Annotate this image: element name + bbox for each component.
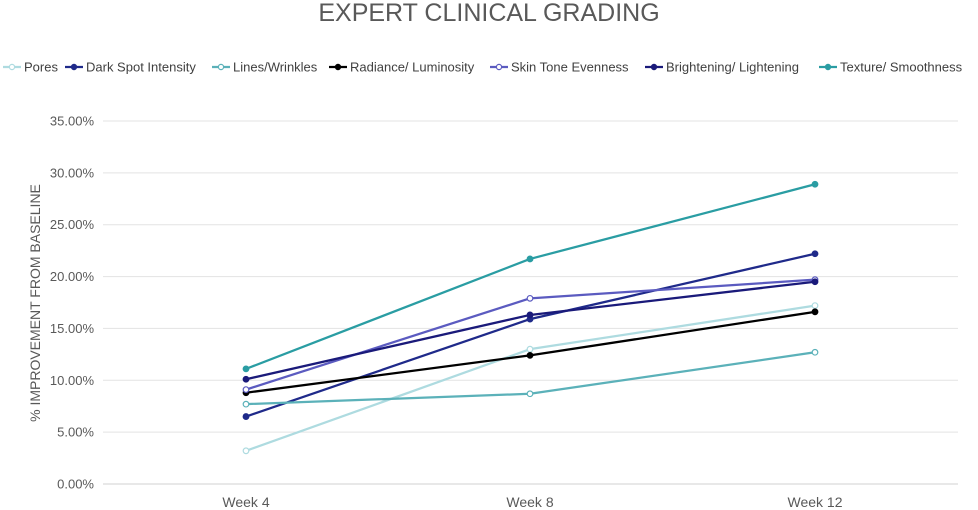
data-point (242, 400, 250, 408)
legend-marker (495, 63, 503, 71)
data-point (811, 302, 819, 310)
data-point (242, 386, 250, 394)
legend-item: Radiance/ Luminosity (329, 60, 475, 75)
data-point (242, 413, 250, 420)
y-axis-ticks: 0.00% 5.00% 10.00% 15.00% 20.00% 25.00% 30.00%… (50, 114, 95, 492)
legend-label: Radiance/ Luminosity (350, 60, 475, 75)
data-point (526, 255, 534, 263)
legend-item: Lines/Wrinkles (212, 60, 318, 75)
series (242, 302, 819, 455)
y-tick-label: 25.00% (50, 217, 95, 232)
legend-marker (70, 63, 78, 71)
y-tick-label: 35.00% (50, 114, 95, 129)
x-tick-label: Week 4 (222, 494, 269, 510)
data-point (811, 278, 819, 286)
series (242, 348, 819, 408)
series (242, 276, 819, 394)
legend-label: Lines/Wrinkles (233, 60, 318, 75)
legend-item: Skin Tone Evenness (490, 60, 629, 75)
series (242, 180, 819, 373)
data-point (242, 365, 250, 373)
data-point (811, 348, 819, 356)
data-point (811, 180, 819, 188)
x-axis-ticks: Week 4 Week 8 Week 12 (222, 494, 842, 510)
data-point (811, 308, 819, 316)
data-point (526, 345, 534, 353)
legend-marker (650, 63, 658, 71)
legend-item: Texture/ Smoothness (819, 60, 963, 75)
legend-item: Brightening/ Lightening (645, 60, 799, 75)
legend-marker (334, 63, 342, 71)
legend-label: Pores (24, 60, 58, 75)
y-tick-label: 30.00% (50, 165, 95, 180)
legend-marker (217, 63, 225, 71)
x-tick-label: Week 12 (788, 494, 843, 510)
data-point (242, 447, 250, 455)
series-line (245, 304, 816, 452)
series (242, 278, 819, 383)
data-point (526, 390, 534, 398)
legend: Pores Dark Spot Intensity Lines/Wrinkles Ra… (3, 60, 963, 75)
legend-marker (8, 63, 16, 71)
y-tick-label: 0.00% (57, 477, 94, 492)
legend-marker (824, 63, 832, 71)
y-tick-label: 10.00% (50, 373, 95, 388)
legend-label: Dark Spot Intensity (86, 60, 196, 75)
data-point (526, 294, 534, 302)
legend-label: Texture/ Smoothness (840, 60, 963, 75)
chart-title: EXPERT CLINICAL GRADING (318, 0, 659, 27)
legend-label: Brightening/ Lightening (666, 60, 799, 75)
y-tick-label: 20.00% (50, 269, 95, 284)
legend-label: Skin Tone Evenness (511, 60, 629, 75)
data-point (526, 351, 534, 359)
y-tick-label: 5.00% (57, 425, 94, 440)
legend-item: Dark Spot Intensity (65, 60, 196, 75)
series-group (242, 180, 819, 455)
x-tick-label: Week 8 (506, 494, 553, 510)
y-axis-label: % IMPROVEMENT FROM BASELINE (27, 184, 43, 422)
data-point (242, 375, 250, 383)
gridlines (103, 120, 958, 485)
y-tick-label: 15.00% (50, 321, 95, 336)
legend-item: Pores (3, 60, 58, 75)
data-point (526, 311, 534, 319)
data-point (811, 250, 819, 258)
